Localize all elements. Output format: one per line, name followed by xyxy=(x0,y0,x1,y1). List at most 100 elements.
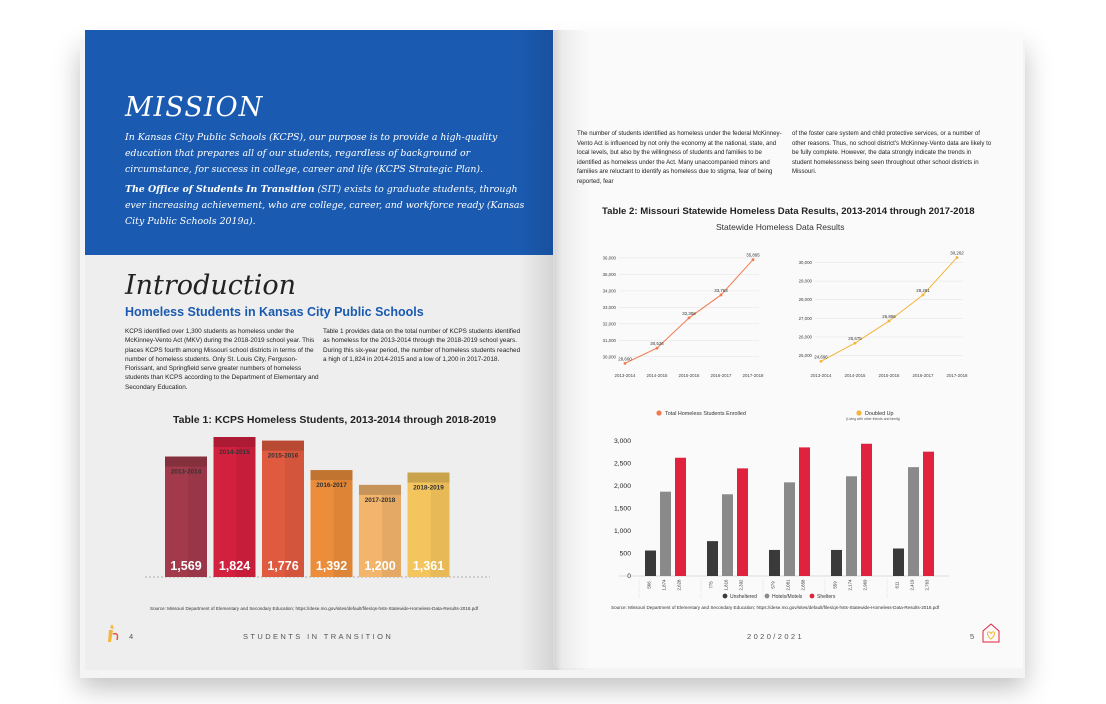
chart-heading: Statewide Homeless Data Results xyxy=(716,222,845,232)
mission-office-name: The Office of Students In Transition xyxy=(125,184,315,195)
line-chart-xtick: 2017-2018 xyxy=(743,373,765,378)
bar-chart-value-label: 2,969 xyxy=(863,579,868,591)
intro-subtitle: Homeless Students in Kansas City Public … xyxy=(125,305,424,319)
bar-chart-legend-dot xyxy=(764,593,770,599)
grouped-bar-chart: 0 500 1,000 1,500 2,000 2,500 3,000 566 1,874 2,6… xyxy=(614,438,949,600)
line-chart-ytick: 25,000 xyxy=(799,353,813,358)
bar-chart-bar xyxy=(769,549,780,576)
bar-chart-value-label: 2,174 xyxy=(848,579,853,591)
bar-chart-value-label: 2,628 xyxy=(677,579,682,591)
table1-bar-cap xyxy=(165,456,207,467)
left-page: MISSION In Kansas City Public Schools (K… xyxy=(85,30,553,670)
right-page-number: 5 xyxy=(970,632,975,641)
bar-chart-bar xyxy=(722,494,733,576)
kcps-logo-icon xyxy=(108,624,119,642)
right-page: The number of students identified as hom… xyxy=(553,32,1023,668)
bar-chart-legend-label: Shelters xyxy=(817,594,836,600)
bar-chart-bar xyxy=(799,447,810,576)
table1-value-label: 1,392 xyxy=(316,559,347,573)
table1-bar-cap xyxy=(359,484,401,495)
table1-year-label: 2013-2014 xyxy=(171,469,202,476)
bar-chart-ytick: 3,000 xyxy=(614,438,631,445)
table1-bar-cap xyxy=(213,437,256,447)
line-chart-xtick: 2016-2017 xyxy=(711,373,733,378)
bar-chart-bar xyxy=(660,491,671,576)
table1-year-label: 2017-2018 xyxy=(365,497,396,504)
right-footer: 2020/2021 xyxy=(747,632,805,641)
table1-bar-shade xyxy=(236,447,256,577)
line-chart-point xyxy=(819,359,823,363)
bar-chart-bar xyxy=(737,468,748,576)
bar-chart-ytick: 1,500 xyxy=(614,506,631,513)
line-chart-point xyxy=(853,341,857,345)
mission-paragraph-2: The Office of Students In Transition (SI… xyxy=(125,182,535,230)
intro-column-2: Table 1 provides data on the total numbe… xyxy=(323,328,521,363)
bar-chart-ytick: 2,000 xyxy=(614,483,631,490)
bar-chart-bar xyxy=(908,467,919,576)
bar-chart-bar xyxy=(846,476,857,576)
line-chart-point xyxy=(921,293,925,297)
line-chart-value-label: 28,261 xyxy=(916,288,930,293)
table1-bar-shade xyxy=(382,494,401,577)
table1-title: Table 1: KCPS Homeless Students, 2013-20… xyxy=(173,414,497,426)
table1-bar-cap xyxy=(310,470,353,481)
line-chart-xtick: 2016-2017 xyxy=(913,373,935,378)
right-column-1: The number of students identified as hom… xyxy=(577,130,782,185)
left-page-number: 4 xyxy=(129,632,134,641)
bar-chart-value-label: 2,392 xyxy=(739,579,744,591)
bar-chart-value-label: 559 xyxy=(833,581,838,589)
mission-paragraph-1: In Kansas City Public Schools (KCPS), ou… xyxy=(125,132,498,175)
line-chart-legend-dot xyxy=(656,410,662,416)
line-chart-point xyxy=(751,258,755,262)
bar-chart-ytick: 2,500 xyxy=(614,461,631,468)
bar-chart-bar xyxy=(707,541,718,576)
bar-chart-bar xyxy=(784,482,795,576)
bar-chart-bar xyxy=(893,548,904,576)
line-chart-series xyxy=(820,257,958,362)
bar-chart-value-label: 2,419 xyxy=(910,579,915,591)
line-chart-ytick: 27,000 xyxy=(799,316,813,321)
line-chart-ytick: 35,000 xyxy=(603,272,617,277)
line-chart-value-label: 30,526 xyxy=(650,341,664,346)
line-chart-ytick: 30,000 xyxy=(603,354,617,359)
bar-chart-ytick: 500 xyxy=(620,551,632,558)
table1-value-label: 1,824 xyxy=(219,559,250,573)
line-chart-ytick: 30,000 xyxy=(799,260,813,265)
table2-source: Source: Missouri Department of Elementar… xyxy=(611,605,940,610)
bar-chart-legend-dot xyxy=(809,593,815,599)
bar-chart-value-label: 1,874 xyxy=(662,579,667,591)
line-chart-value-label: 32,358 xyxy=(682,311,696,316)
line-chart-ytick: 36,000 xyxy=(603,255,617,260)
line-chart-value-label: 33,753 xyxy=(714,288,728,293)
table1-bar-shade xyxy=(430,482,450,577)
bar-chart-legend-label: Unsheltered xyxy=(730,594,757,600)
table1-year-label: 2014-2015 xyxy=(219,449,250,456)
table1-value-label: 1,569 xyxy=(170,559,201,573)
line-chart-xtick: 2017-2018 xyxy=(947,373,969,378)
bar-chart-value-label: 611 xyxy=(895,581,900,589)
bar-chart-value-label: 579 xyxy=(771,581,776,589)
table1-bar-cap xyxy=(262,440,304,451)
table1-year-label: 2016-2017 xyxy=(316,482,347,489)
line-chart-value-label: 30,262 xyxy=(950,251,964,256)
intro-title: Introduction xyxy=(125,270,296,301)
line-chart-ytick: 29,000 xyxy=(799,279,813,284)
table1-value-label: 1,776 xyxy=(267,559,298,573)
bar-chart-value-label: 1,816 xyxy=(724,579,729,591)
line-chart-xtick: 2014-2015 xyxy=(845,373,867,378)
line-chart-xtick: 2014-2015 xyxy=(647,373,669,378)
bar-chart-bar xyxy=(645,550,656,576)
line-chart-value-label: 25,675 xyxy=(848,336,862,341)
bar-chart-ytick: 0 xyxy=(627,573,631,580)
line-chart-value-label: 26,856 xyxy=(882,314,896,319)
table2-title: Table 2: Missouri Statewide Homeless Dat… xyxy=(602,206,975,217)
line-chart-ytick: 33,000 xyxy=(603,305,617,310)
bar-chart-legend-dot xyxy=(722,593,728,599)
line-chart-point xyxy=(887,319,891,323)
table1-value-label: 1,200 xyxy=(364,559,395,573)
bar-chart-value-label: 2,858 xyxy=(801,579,806,591)
doubled-up-note: (Living with other friends and family) xyxy=(846,417,900,421)
line-chart-ytick: 28,000 xyxy=(799,297,813,302)
line-chart-xtick: 2013-2014 xyxy=(615,373,637,378)
line-chart-point xyxy=(687,316,691,320)
